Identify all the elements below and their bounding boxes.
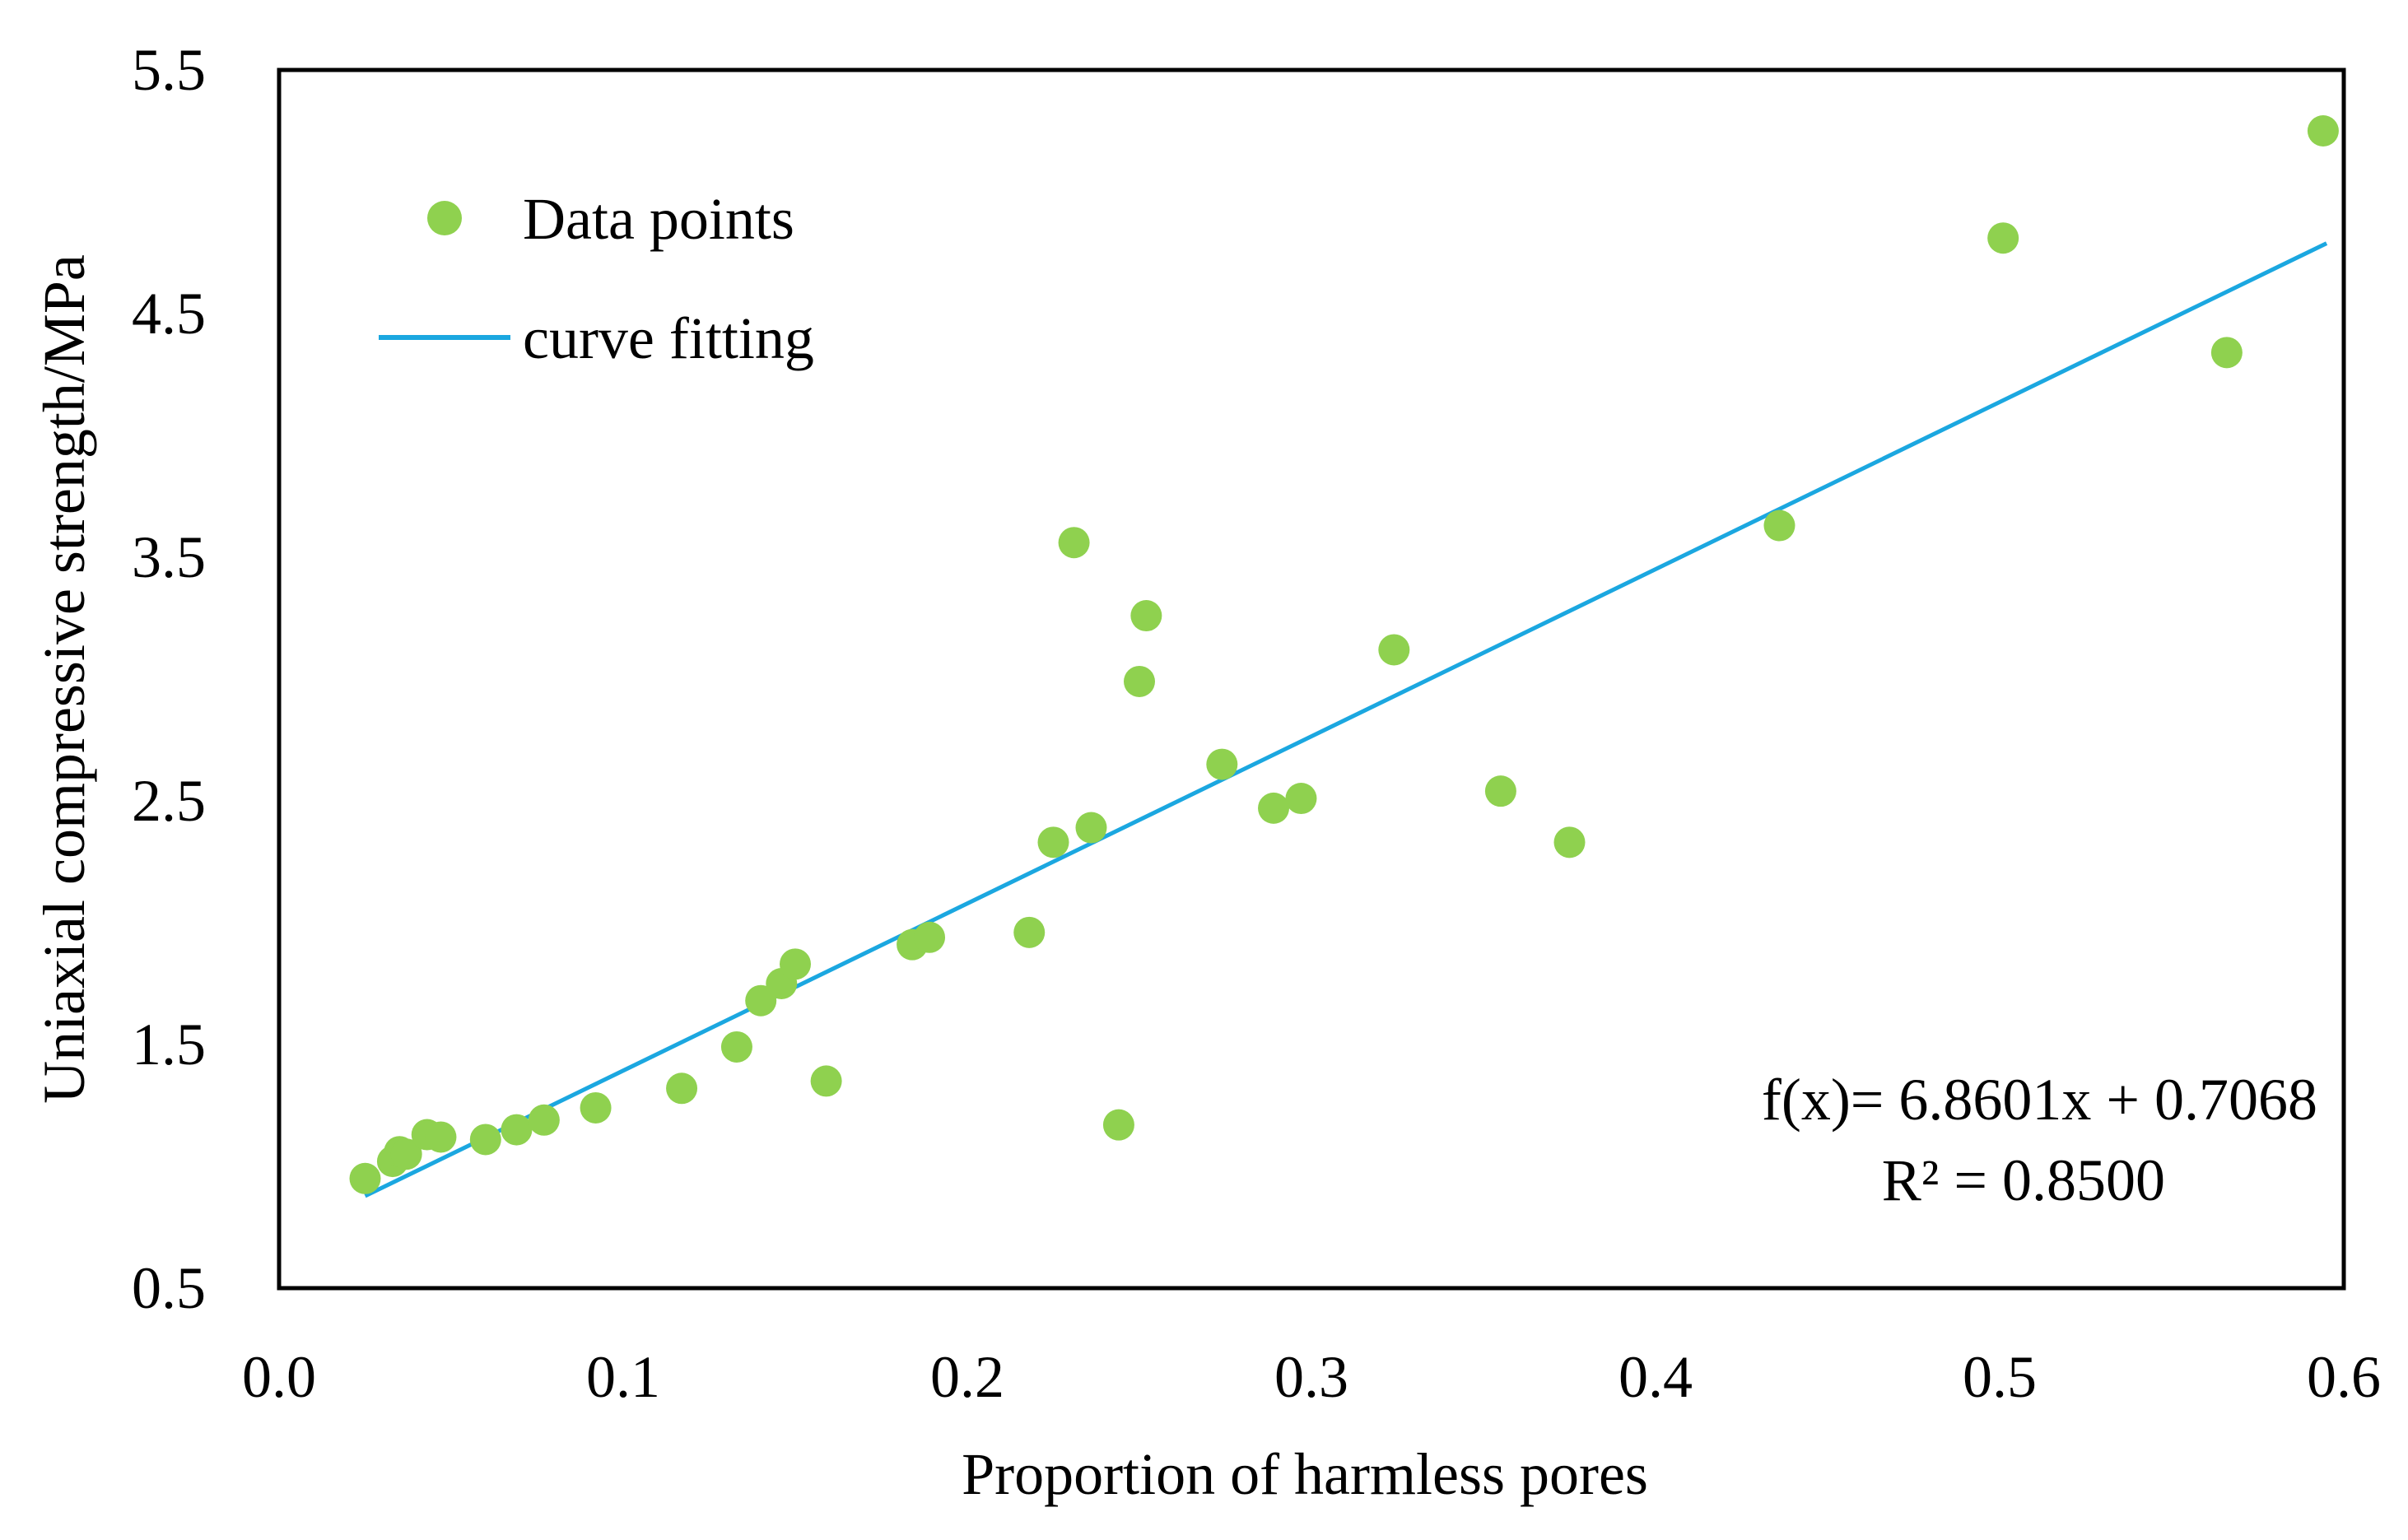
fit-equation: f(x)= 6.8601x + 0.7068 bbox=[1762, 1067, 2317, 1133]
data-point bbox=[1484, 775, 1516, 807]
data-point bbox=[914, 921, 946, 953]
legend-label-curve-fitting: curve fitting bbox=[523, 305, 814, 371]
data-point bbox=[425, 1121, 457, 1153]
x-tick-label: 0.3 bbox=[1274, 1344, 1348, 1410]
x-tick-label: 0.4 bbox=[1619, 1344, 1693, 1410]
data-point bbox=[1553, 826, 1586, 858]
marks-layer bbox=[349, 115, 2339, 1198]
data-point bbox=[666, 1072, 698, 1105]
data-point bbox=[390, 1138, 422, 1170]
y-axis-ticks: 0.5 1.5 2.5 3.5 4.5 5.5 bbox=[132, 37, 206, 1321]
y-axis-title: Uniaxial compressive strength/MPa bbox=[31, 254, 97, 1104]
data-point bbox=[580, 1091, 612, 1124]
data-point bbox=[469, 1124, 501, 1156]
x-axis-ticks: 0.0 0.1 0.2 0.3 0.4 0.5 0.6 bbox=[242, 1344, 2381, 1410]
data-point bbox=[780, 948, 811, 980]
data-point bbox=[810, 1065, 842, 1097]
data-point bbox=[1075, 812, 1107, 844]
y-tick-label: 2.5 bbox=[132, 768, 206, 834]
data-point bbox=[1987, 222, 2019, 254]
x-tick-label: 0.5 bbox=[1963, 1344, 2037, 1410]
plot-area-frame bbox=[277, 67, 2346, 1291]
fit-line bbox=[364, 241, 2328, 1198]
data-point bbox=[1102, 1109, 1134, 1141]
fit-r-squared: R² = 0.8500 bbox=[1882, 1147, 2165, 1213]
data-point bbox=[1763, 509, 1796, 542]
data-point bbox=[2210, 337, 2243, 369]
fit-annotation: f(x)= 6.8601x + 0.7068 R² = 0.8500 bbox=[1762, 1067, 2317, 1213]
x-tick-label: 0.6 bbox=[2307, 1344, 2381, 1410]
legend-label-data-points: Data points bbox=[523, 186, 794, 252]
x-tick-label: 0.2 bbox=[930, 1344, 1004, 1410]
data-point bbox=[720, 1031, 752, 1063]
data-point bbox=[1258, 792, 1290, 824]
y-tick-label: 0.5 bbox=[132, 1255, 206, 1321]
data-point bbox=[2307, 115, 2339, 147]
data-point bbox=[1206, 748, 1238, 780]
y-tick-label: 5.5 bbox=[132, 37, 206, 103]
data-point bbox=[1378, 634, 1410, 666]
data-point bbox=[1058, 527, 1090, 559]
data-point bbox=[1130, 600, 1162, 632]
data-point bbox=[528, 1104, 560, 1136]
data-point bbox=[745, 984, 777, 1017]
x-tick-label: 0.0 bbox=[242, 1344, 316, 1410]
data-point bbox=[501, 1114, 533, 1146]
y-tick-label: 1.5 bbox=[132, 1012, 206, 1077]
data-point bbox=[1124, 665, 1155, 697]
data-point bbox=[1013, 916, 1046, 948]
y-tick-label: 4.5 bbox=[132, 281, 206, 347]
data-point bbox=[349, 1162, 381, 1194]
y-tick-label: 3.5 bbox=[132, 524, 206, 590]
data-point bbox=[1285, 783, 1317, 815]
x-axis-title: Proportion of harmless pores bbox=[962, 1441, 1648, 1507]
legend-marker-data-points bbox=[427, 201, 462, 235]
legend: Data points curve fitting bbox=[379, 186, 814, 371]
data-point bbox=[1037, 826, 1069, 858]
x-tick-label: 0.1 bbox=[586, 1344, 660, 1410]
